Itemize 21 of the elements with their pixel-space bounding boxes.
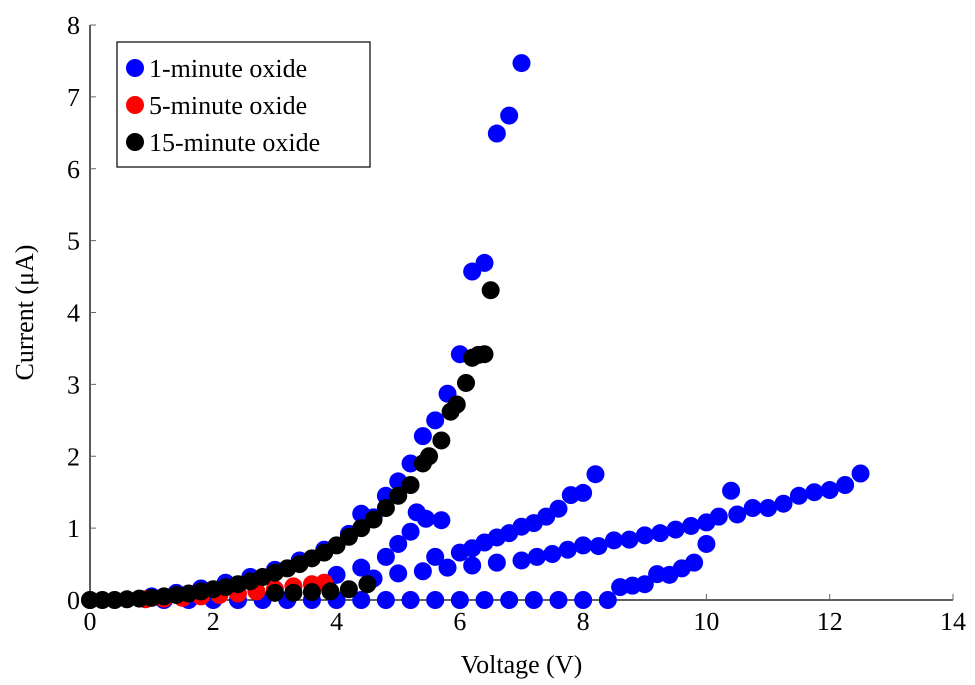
y-tick-label: 3 [67,370,80,400]
y-tick-label: 7 [67,82,80,112]
y-axis-title: Current (μA) [10,244,39,380]
y-tick-label: 5 [67,226,80,256]
x-tick-label: 4 [330,607,344,636]
x-tick-label: 12 [816,607,843,636]
y-tick-label: 8 [67,11,80,40]
y-tick-label: 2 [67,442,80,472]
legend-label: 1-minute oxide [149,54,308,83]
y-tick-label: 0 [67,586,80,615]
y-tick-label: 6 [67,154,80,184]
legend-label: 15-minute oxide [149,128,320,157]
legend-label: 5-minute oxide [149,91,308,120]
x-tick-label: 8 [576,607,590,636]
y-tick-label: 4 [67,298,80,328]
x-tick-label: 2 [206,607,220,636]
x-tick-label: 10 [693,607,720,636]
x-tick-label: 14 [940,607,966,636]
x-axis-title: Voltage (V) [460,650,582,679]
x-tick-label: 6 [453,607,466,636]
y-tick-label: 1 [67,514,80,544]
